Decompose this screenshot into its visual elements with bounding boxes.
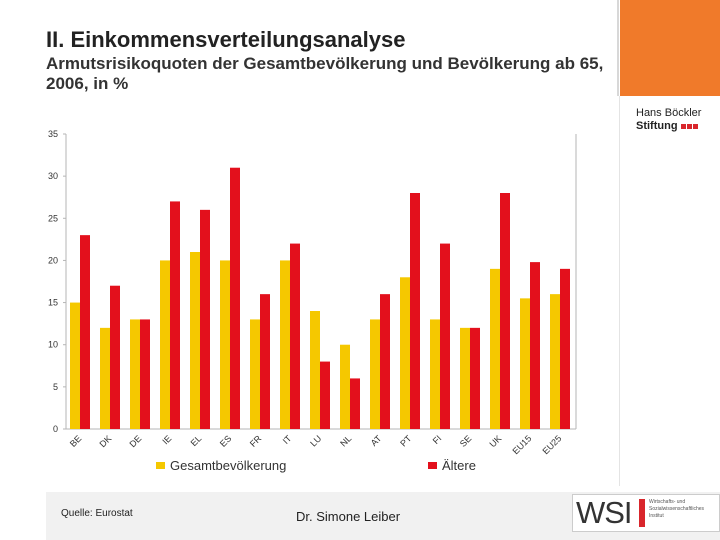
bar-gesamt bbox=[190, 252, 200, 429]
y-tick-label: 15 bbox=[48, 298, 58, 308]
x-tick-label: PT bbox=[398, 433, 414, 449]
bar-aeltere bbox=[260, 294, 270, 429]
bar-aeltere bbox=[410, 193, 420, 429]
logo-line1: Hans Böckler bbox=[636, 107, 702, 119]
header-accent-divider bbox=[617, 0, 619, 96]
source-note: Quelle: Eurostat bbox=[61, 508, 133, 519]
y-tick-label: 25 bbox=[48, 213, 58, 223]
logo-line2: Stiftung bbox=[636, 120, 678, 133]
x-tick-label: LU bbox=[308, 433, 323, 448]
bar-aeltere bbox=[80, 235, 90, 429]
wsi-logo: WSI Wirtschafts- und Sozialwissenschaftl… bbox=[572, 494, 720, 532]
bar-gesamt bbox=[280, 260, 290, 429]
x-tick-label: UK bbox=[487, 433, 503, 449]
hans-boeckler-logo: Hans Böckler Stiftung bbox=[636, 107, 711, 132]
bar-gesamt bbox=[310, 311, 320, 429]
x-tick-label: NL bbox=[338, 433, 353, 448]
x-tick-label: EL bbox=[189, 433, 204, 448]
bar-aeltere bbox=[230, 167, 240, 429]
x-tick-label: IT bbox=[281, 433, 294, 446]
bar-aeltere bbox=[170, 201, 180, 429]
bar-aeltere bbox=[380, 294, 390, 429]
x-tick-label: DK bbox=[97, 433, 113, 449]
slide-title: II. Einkommensverteilungsanalyse bbox=[46, 27, 406, 52]
bar-aeltere bbox=[560, 268, 570, 429]
bar-gesamt bbox=[70, 302, 80, 429]
y-tick-label: 0 bbox=[53, 424, 58, 434]
bar-aeltere bbox=[110, 285, 120, 429]
bar-gesamt bbox=[400, 277, 410, 429]
bar-aeltere bbox=[140, 319, 150, 429]
slide-subtitle: Armutsrisikoquoten der Gesamtbevölkerung… bbox=[46, 54, 604, 93]
x-tick-label: IE bbox=[160, 433, 173, 446]
wsi-logo-subtext: Wirtschafts- und Sozialwissenschaftliche… bbox=[649, 499, 705, 519]
legend: Gesamtbevölkerung Ältere bbox=[156, 458, 476, 473]
bar-gesamt bbox=[250, 319, 260, 429]
y-tick-label: 5 bbox=[53, 382, 58, 392]
bar-aeltere bbox=[530, 262, 540, 429]
bar-aeltere bbox=[440, 243, 450, 429]
legend-swatch bbox=[156, 462, 165, 469]
legend-label: Ältere bbox=[442, 458, 476, 473]
y-tick-label: 20 bbox=[48, 255, 58, 265]
bar-aeltere bbox=[350, 378, 360, 429]
y-tick-label: 10 bbox=[48, 340, 58, 350]
x-tick-label: AT bbox=[369, 433, 384, 448]
right-divider bbox=[619, 96, 620, 486]
bar-gesamt bbox=[460, 327, 470, 429]
bar-aeltere bbox=[290, 243, 300, 429]
bar-gesamt bbox=[340, 344, 350, 429]
bar-gesamt bbox=[490, 268, 500, 429]
header-accent-bar bbox=[620, 0, 720, 96]
bar-gesamt bbox=[520, 298, 530, 429]
bar-gesamt bbox=[550, 294, 560, 429]
x-tick-label: FI bbox=[431, 433, 444, 446]
y-tick-label: 30 bbox=[48, 171, 58, 181]
bar-gesamt bbox=[370, 319, 380, 429]
legend-swatch bbox=[428, 462, 437, 469]
x-tick-label: EU15 bbox=[510, 433, 533, 456]
x-tick-label: FR bbox=[248, 433, 264, 449]
bar-aeltere bbox=[470, 327, 480, 429]
logo-squares-icon bbox=[680, 119, 699, 131]
bar-gesamt bbox=[430, 319, 440, 429]
legend-label: Gesamtbevölkerung bbox=[170, 458, 286, 473]
x-tick-label: SE bbox=[458, 433, 474, 449]
bar-aeltere bbox=[200, 209, 210, 429]
x-tick-label: EU25 bbox=[540, 433, 563, 456]
bar-aeltere bbox=[500, 193, 510, 429]
x-tick-label: BE bbox=[68, 433, 84, 449]
wsi-logo-bar bbox=[639, 499, 645, 527]
author-name: Dr. Simone Leiber bbox=[296, 509, 401, 524]
bar-gesamt bbox=[160, 260, 170, 429]
bar-gesamt bbox=[220, 260, 230, 429]
x-tick-label: DE bbox=[127, 433, 143, 449]
wsi-logo-text: WSI bbox=[576, 495, 633, 530]
bar-gesamt bbox=[100, 327, 110, 429]
x-tick-label: ES bbox=[218, 433, 234, 449]
bar-aeltere bbox=[320, 361, 330, 429]
y-tick-label: 35 bbox=[48, 129, 58, 139]
bar-gesamt bbox=[130, 319, 140, 429]
plot-area: 0 5 10 15 20 25 30 35 BE DK DE IE EL ES FR IT LU NL AT PT FI… bbox=[48, 129, 577, 456]
